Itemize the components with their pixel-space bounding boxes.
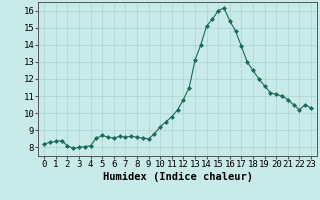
X-axis label: Humidex (Indice chaleur): Humidex (Indice chaleur)	[103, 172, 252, 182]
